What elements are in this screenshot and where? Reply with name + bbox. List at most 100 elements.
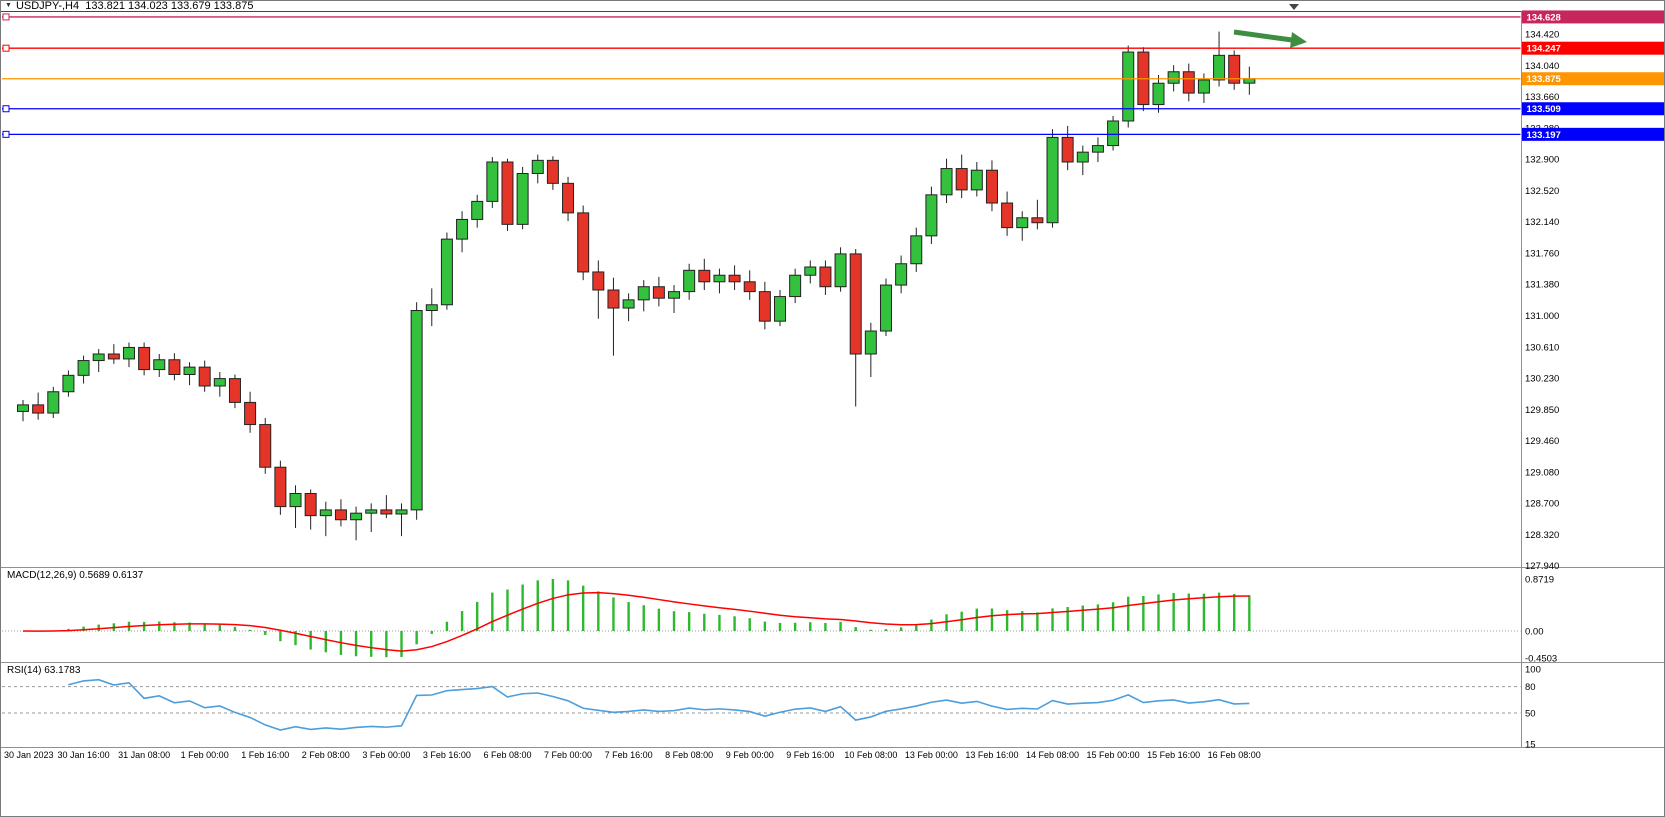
price-axis-label: 134.040: [1525, 61, 1559, 72]
symbol-dropdown-icon[interactable]: ▼: [5, 2, 12, 9]
candle-body: [77, 360, 90, 376]
candle-body: [425, 304, 438, 312]
price-axis-label: 129.850: [1525, 405, 1559, 416]
candle-body: [456, 218, 469, 240]
candle-body: [516, 172, 529, 225]
candle-body: [819, 266, 832, 288]
time-axis-label: 8 Feb 08:00: [665, 750, 713, 760]
candle-body: [486, 161, 499, 202]
price-axis-label: 129.460: [1525, 436, 1559, 447]
chart-shift-marker[interactable]: [1289, 4, 1299, 10]
price-line-badge-label: 134.628: [1527, 12, 1561, 23]
candle-body: [289, 492, 302, 508]
price-line-badge: [1522, 72, 1664, 86]
candles-layer: [17, 31, 1256, 541]
candle-body: [728, 274, 741, 283]
rsi-indicator-label: RSI(14) 63.1783: [7, 665, 81, 676]
candle-body: [577, 212, 590, 273]
candle-body: [1243, 78, 1256, 84]
candle-body: [743, 281, 756, 293]
macd-indicator-label: MACD(12,26,9) 0.5689 0.6137: [7, 570, 144, 581]
rsi-scale-label: 80: [1525, 682, 1536, 693]
price-line-badge: [1522, 102, 1664, 116]
price-line-badge: [1522, 10, 1664, 24]
macd-signal-line: [22, 591, 1250, 652]
trend-arrow[interactable]: [1233, 29, 1307, 48]
candle-body: [1031, 217, 1044, 224]
candle-body: [259, 424, 272, 468]
price-axis-label: 130.230: [1525, 374, 1559, 385]
candle-body: [1122, 51, 1135, 122]
candle-body: [864, 330, 877, 355]
rsi-scale-label: 50: [1525, 709, 1536, 720]
candle-body: [47, 391, 60, 414]
macd-scale-label: -0.4503: [1525, 653, 1557, 664]
rsi-scale-label: 100: [1525, 665, 1541, 676]
candle-body: [985, 169, 998, 204]
candle-body: [849, 253, 862, 355]
line-handle[interactable]: [2, 105, 10, 113]
candle-body: [122, 346, 135, 360]
candle-body: [62, 374, 75, 393]
rsi-line: [68, 678, 1250, 731]
candle-body: [365, 509, 378, 514]
price-axis-label: 134.420: [1525, 30, 1559, 41]
candle-body: [244, 401, 257, 426]
candle-body: [652, 286, 665, 299]
macd-layer: [22, 579, 1251, 658]
candle-body: [546, 159, 559, 184]
price-axis-label: 131.380: [1525, 280, 1559, 291]
candle-body: [592, 271, 605, 291]
candle-body: [1107, 120, 1120, 147]
candle-body: [17, 404, 29, 412]
time-axis-label: 16 Feb 08:00: [1208, 750, 1261, 760]
time-axis-label: 15 Feb 00:00: [1087, 750, 1140, 760]
candle-body: [32, 404, 45, 414]
price-axis-label: 128.320: [1525, 530, 1559, 541]
candle-body: [153, 359, 166, 371]
candle-body: [668, 291, 681, 299]
price-axis-label: 131.760: [1525, 248, 1559, 259]
price-axis-label: 128.700: [1525, 499, 1559, 510]
candle-body: [1001, 202, 1014, 229]
price-axis-label: 129.080: [1525, 467, 1559, 478]
price-axis-label: 127.940: [1525, 561, 1559, 572]
candle-body: [879, 284, 892, 332]
time-axis-label: 7 Feb 00:00: [544, 750, 592, 760]
price-axis-label: 132.900: [1525, 155, 1559, 166]
time-axis-label: 30 Jan 2023: [4, 750, 54, 760]
candle-body: [304, 492, 317, 517]
candle-body: [334, 509, 347, 521]
candle-body: [637, 286, 650, 301]
candle-body: [925, 194, 938, 237]
price-line-badge-label: 134.247: [1527, 44, 1561, 55]
candle-body: [895, 263, 908, 286]
candle-body: [562, 182, 575, 214]
price-line-badge-label: 133.197: [1527, 130, 1561, 141]
candle-body: [168, 359, 181, 376]
candle-body: [804, 266, 817, 276]
time-axis-label: 3 Feb 16:00: [423, 750, 471, 760]
line-handle[interactable]: [2, 44, 10, 52]
candle-body: [1061, 136, 1074, 163]
candle-body: [758, 291, 771, 322]
time-axis-label: 15 Feb 16:00: [1147, 750, 1200, 760]
time-axis-label: 13 Feb 00:00: [905, 750, 958, 760]
line-handle[interactable]: [2, 13, 10, 21]
macd-scale-label: 0.00: [1525, 627, 1544, 638]
candle-body: [440, 238, 453, 306]
price-axis-label: 132.520: [1525, 186, 1559, 197]
candle-body: [410, 310, 423, 511]
candle-body: [834, 253, 847, 288]
price-line-badge-label: 133.509: [1527, 104, 1561, 115]
chart-title-text: USDJPY-,H4 133.821 134.023 133.679 133.8…: [15, 0, 254, 12]
candle-body: [138, 346, 151, 371]
price-line-badge-label: 133.875: [1527, 74, 1562, 85]
time-axis-label: 9 Feb 16:00: [786, 750, 834, 760]
candle-body: [789, 274, 802, 298]
candle-body: [683, 269, 696, 293]
time-axis-label: 14 Feb 08:00: [1026, 750, 1079, 760]
line-handle[interactable]: [2, 130, 10, 138]
candle-body: [1016, 217, 1029, 229]
